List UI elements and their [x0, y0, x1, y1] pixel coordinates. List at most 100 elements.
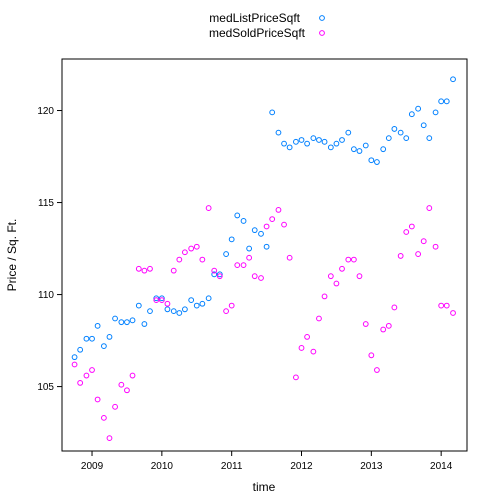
- point-medListPriceSqft-11: [135, 302, 142, 309]
- point-medListPriceSqft-1: [77, 346, 84, 353]
- point-medListPriceSqft-4: [94, 322, 101, 329]
- point-medSoldPriceSqft-29: [240, 262, 247, 269]
- point-medListPriceSqft-50: [362, 142, 369, 149]
- point-medSoldPriceSqft-5: [100, 414, 107, 421]
- point-medSoldPriceSqft-26: [223, 308, 229, 315]
- point-medListPriceSqft-3: [89, 335, 95, 342]
- point-medSoldPriceSqft-6: [106, 435, 113, 442]
- point-medListPriceSqft-2: [83, 335, 90, 342]
- point-medSoldPriceSqft-3: [89, 367, 95, 373]
- y-tick-label-110: 110: [38, 290, 54, 301]
- point-medSoldPriceSqft-1: [77, 380, 84, 386]
- point-medSoldPriceSqft-46: [339, 265, 345, 272]
- point-medSoldPriceSqft-37: [286, 254, 293, 261]
- x-tick-label-2014: 2014: [430, 461, 453, 472]
- point-medListPriceSqft-45: [333, 140, 340, 147]
- point-medListPriceSqft-39: [298, 137, 305, 143]
- point-medListPriceSqft-10: [129, 317, 136, 324]
- point-medListPriceSqft-6: [106, 333, 113, 340]
- point-medListPriceSqft-63: [438, 98, 445, 105]
- point-medListPriceSqft-47: [345, 129, 352, 136]
- point-medSoldPriceSqft-58: [408, 223, 415, 230]
- point-medListPriceSqft-12: [141, 321, 148, 327]
- point-medListPriceSqft-22: [199, 300, 206, 307]
- point-medSoldPriceSqft-54: [385, 322, 392, 329]
- y-axis-title: Price / Sq. Ft.: [5, 219, 19, 292]
- point-medListPriceSqft-7: [112, 315, 118, 322]
- point-medListPriceSqft-21: [193, 302, 200, 309]
- x-tick-label-2009: 2009: [81, 461, 104, 472]
- point-medSoldPriceSqft-21: [193, 243, 200, 250]
- point-medSoldPriceSqft-22: [199, 256, 206, 263]
- point-medSoldPriceSqft-17: [170, 267, 177, 274]
- point-medSoldPriceSqft-62: [432, 243, 439, 250]
- point-medSoldPriceSqft-48: [350, 256, 357, 263]
- point-medListPriceSqft-33: [263, 243, 270, 250]
- point-medListPriceSqft-59: [415, 105, 422, 112]
- point-medListPriceSqft-57: [403, 135, 410, 142]
- point-medListPriceSqft-48: [350, 146, 357, 153]
- point-medSoldPriceSqft-13: [147, 265, 153, 272]
- point-medListPriceSqft-29: [240, 218, 247, 224]
- point-medSoldPriceSqft-53: [380, 326, 387, 333]
- x-tick-label-2013: 2013: [360, 461, 383, 472]
- point-medSoldPriceSqft-44: [327, 273, 334, 280]
- point-medListPriceSqft-64: [443, 98, 450, 105]
- point-medSoldPriceSqft-4: [94, 396, 101, 403]
- point-medSoldPriceSqft-51: [368, 352, 375, 359]
- point-medListPriceSqft-38: [293, 138, 299, 145]
- point-medListPriceSqft-37: [286, 144, 293, 151]
- point-medSoldPriceSqft-31: [251, 273, 258, 280]
- point-medListPriceSqft-46: [339, 137, 345, 143]
- x-tick-label-2010: 2010: [151, 461, 174, 472]
- point-medListPriceSqft-52: [374, 159, 380, 165]
- point-medListPriceSqft-27: [228, 236, 235, 243]
- point-medListPriceSqft-55: [391, 126, 398, 132]
- point-medSoldPriceSqft-12: [141, 267, 148, 274]
- point-medListPriceSqft-32: [258, 230, 264, 237]
- legend-marker-medListPriceSqft: [319, 15, 325, 21]
- point-medSoldPriceSqft-18: [176, 256, 183, 263]
- point-medListPriceSqft-0: [71, 354, 78, 361]
- point-medSoldPriceSqft-60: [420, 238, 427, 245]
- point-medSoldPriceSqft-56: [397, 253, 404, 259]
- point-medSoldPriceSqft-15: [158, 297, 165, 303]
- point-medListPriceSqft-53: [380, 146, 387, 153]
- point-medSoldPriceSqft-23: [205, 205, 212, 211]
- point-medSoldPriceSqft-45: [333, 280, 340, 287]
- y-tick-label-120: 120: [37, 106, 54, 117]
- legend-marker-medSoldPriceSqft: [319, 30, 325, 36]
- x-axis-title: time: [253, 480, 276, 494]
- point-medListPriceSqft-65: [450, 76, 456, 83]
- point-medListPriceSqft-61: [426, 135, 433, 142]
- plot-frame: [61, 58, 468, 452]
- point-medSoldPriceSqft-38: [293, 374, 299, 381]
- point-medListPriceSqft-19: [181, 306, 188, 313]
- point-medListPriceSqft-49: [356, 148, 363, 154]
- point-medSoldPriceSqft-28: [234, 262, 241, 269]
- point-medSoldPriceSqft-47: [345, 256, 352, 263]
- point-medListPriceSqft-44: [327, 144, 334, 151]
- point-medListPriceSqft-60: [420, 122, 427, 129]
- point-medSoldPriceSqft-19: [181, 249, 188, 256]
- point-medSoldPriceSqft-42: [316, 315, 322, 322]
- point-medListPriceSqft-16: [164, 306, 171, 313]
- point-medSoldPriceSqft-57: [403, 229, 410, 235]
- point-medListPriceSqft-18: [176, 310, 183, 316]
- x-tick-label-2011: 2011: [221, 461, 243, 472]
- point-medSoldPriceSqft-27: [228, 302, 235, 309]
- point-medSoldPriceSqft-40: [304, 333, 310, 340]
- legend: medListPriceSqft medSoldPriceSqft: [209, 11, 325, 40]
- point-medListPriceSqft-51: [368, 157, 375, 164]
- point-medSoldPriceSqft-55: [391, 304, 398, 311]
- x-tick-label-2012: 2012: [290, 461, 313, 472]
- point-medSoldPriceSqft-8: [118, 381, 125, 388]
- point-medSoldPriceSqft-7: [112, 403, 118, 410]
- point-medSoldPriceSqft-35: [275, 207, 282, 213]
- y-tick-label-105: 105: [37, 382, 54, 393]
- point-medListPriceSqft-15: [158, 295, 165, 302]
- point-medSoldPriceSqft-33: [263, 223, 270, 230]
- point-medSoldPriceSqft-25: [216, 273, 223, 280]
- point-medSoldPriceSqft-14: [153, 297, 160, 303]
